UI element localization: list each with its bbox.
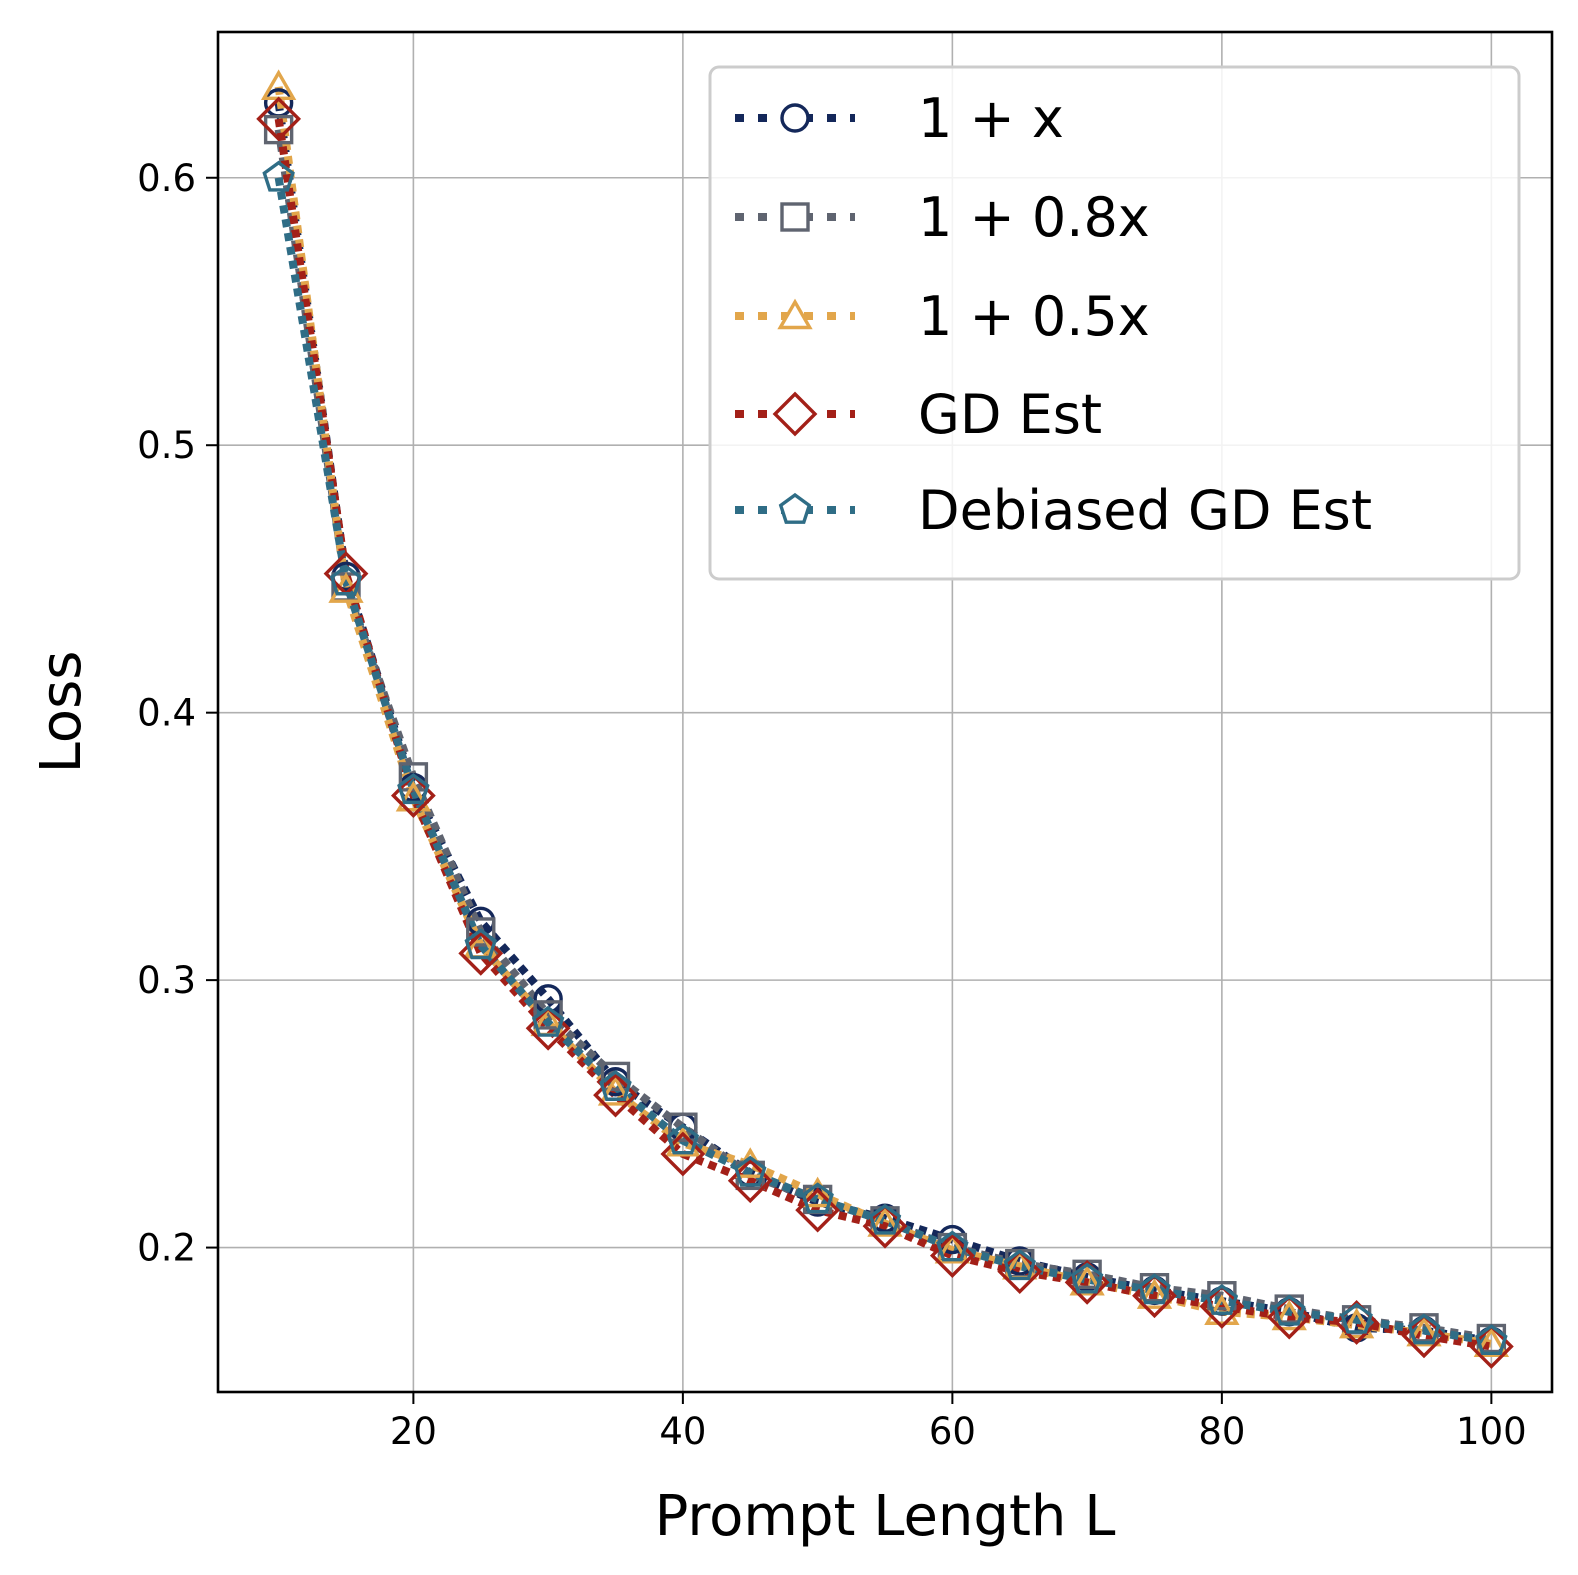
data-point-triangle (867, 1206, 903, 1237)
data-point-triangle (799, 1176, 836, 1208)
data-point-diamond (795, 1187, 841, 1233)
data-point-triangle (1069, 1264, 1105, 1296)
legend-label: GD Est (918, 383, 1102, 446)
y-axis-label: Loss (29, 651, 94, 774)
legend-box (708, 65, 1521, 581)
data-point-pentagon (329, 564, 363, 596)
data-point-pentagon (1272, 1294, 1306, 1326)
legend-label: 1 + x (918, 87, 1064, 150)
data-point-pentagon (531, 1005, 565, 1037)
data-point-triangle (1406, 1315, 1442, 1347)
data-point-pentagon (599, 1069, 632, 1101)
data-point-pentagon (1003, 1249, 1037, 1281)
data-point-diamond (660, 1131, 706, 1177)
legend-label: Debiased GD Est (918, 479, 1372, 542)
data-point-pentagon (262, 160, 295, 192)
data-point-pentagon (1070, 1262, 1104, 1294)
data-point-square (263, 114, 294, 145)
legend-marker-triangle (777, 298, 813, 330)
data-point-pentagon (733, 1155, 767, 1187)
y-tick-label: 0.6 (137, 157, 196, 200)
axis-ticks: 20 40 60 80 100 0.2 0.3 0.4 0.5 0.6 (137, 157, 1527, 1453)
x-tick-label: 60 (929, 1410, 976, 1453)
data-point-triangle (1473, 1326, 1510, 1358)
data-point-triangle (1338, 1307, 1375, 1339)
data-point-triangle (1204, 1294, 1240, 1325)
x-tick-label: 20 (390, 1410, 437, 1453)
data-point-pentagon (666, 1123, 700, 1155)
legend-marker-square (780, 202, 810, 232)
y-tick-label: 0.4 (137, 692, 196, 735)
data-point-pentagon (1138, 1273, 1171, 1305)
legend-marker-pentagon (778, 492, 812, 524)
data-point-pentagon (801, 1182, 834, 1214)
series-markers (256, 69, 1514, 1369)
legend-marker-circle (780, 103, 810, 133)
data-point-square (600, 1061, 631, 1092)
x-tick-label: 80 (1198, 1410, 1245, 1453)
data-point-triangle (934, 1232, 971, 1264)
legend-label: 1 + 0.8x (918, 186, 1150, 249)
legend-marker-diamond (772, 391, 818, 437)
data-point-square (466, 917, 496, 947)
data-point-square (398, 762, 429, 792)
y-tick-label: 0.3 (137, 959, 196, 1002)
y-tick-label: 0.5 (137, 424, 196, 467)
data-point-pentagon (1407, 1313, 1441, 1345)
y-tick-label: 0.2 (137, 1227, 196, 1270)
series-line-4 (274, 177, 1492, 1346)
x-tick-label: 100 (1456, 1410, 1527, 1453)
data-point-diamond (256, 96, 302, 142)
data-point-pentagon (397, 773, 430, 805)
data-point-triangle (1136, 1278, 1173, 1309)
data-point-triangle (395, 780, 432, 812)
legend: 1 + x 1 + 0.8x 1 + 0.5x GD Est Debiased GD E… (708, 65, 1521, 581)
data-point-pentagon (868, 1203, 902, 1235)
data-point-pentagon (1340, 1302, 1373, 1334)
series-line-3 (274, 118, 1492, 1351)
data-point-triangle (1271, 1299, 1307, 1331)
data-point-pentagon (936, 1230, 969, 1262)
data-point-square (533, 1000, 563, 1030)
legend-label: 1 + 0.5x (918, 285, 1150, 348)
data-point-triangle (597, 1075, 634, 1106)
x-tick-label: 40 (659, 1410, 706, 1453)
data-point-pentagon (1205, 1283, 1239, 1315)
data-point-pentagon (1475, 1324, 1508, 1356)
x-axis-label: Prompt Length L (655, 1484, 1116, 1549)
data-point-square (668, 1112, 698, 1142)
data-point-pentagon (464, 928, 498, 960)
